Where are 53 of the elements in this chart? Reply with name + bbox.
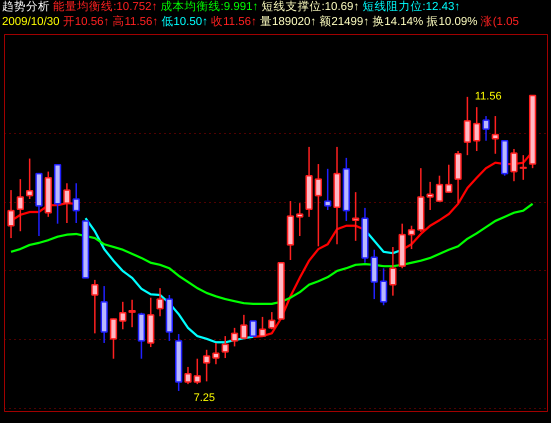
text: 低10.50↑ [161,16,208,28]
candlestick [63,182,71,224]
candlestick [258,316,266,337]
candlestick [314,163,322,248]
candlestick [380,267,388,306]
candlestick [408,224,416,250]
candlestick [250,320,257,337]
text: 换14.14% [372,16,424,28]
candlestick [473,106,480,152]
candlestick [7,189,15,239]
candlestick [482,115,490,142]
text: 短线阻力位:12.43↑ [362,1,460,13]
chart-title: 趋势分析 [2,1,50,13]
text: 开10.56↑ [62,16,110,28]
text: 成本均衡线:9.991↑ [160,1,258,13]
candlestick [352,191,360,242]
candlestick [426,181,434,211]
candlestick [202,349,210,382]
text: 涨(1.05 [480,16,519,28]
text: 量189020↑ [260,16,316,28]
candlestick [324,168,332,211]
candlestick [91,279,98,334]
candlestick [16,178,24,232]
candlestick [436,174,444,202]
candlestick [128,299,136,328]
candlestick [72,182,80,224]
annotation: 7.25 [194,392,215,404]
annotation: 11.56 [474,90,502,103]
text: 能量均衡线:10.752↑ [53,1,158,13]
candlestick [268,311,276,330]
text: 振10.09% [426,16,478,28]
candlestick [492,115,499,155]
candlestick [520,154,527,181]
text: 2009/10/30 [2,16,60,28]
candlestick [184,366,192,385]
candlestick [389,246,397,296]
candlestick [230,327,238,348]
candlestick [222,335,229,359]
candlestick [296,202,304,237]
text: 短线支撑位:10.69↑ [261,1,360,13]
candlestick [26,158,34,200]
text: 额21499↑ [319,16,370,28]
candlestick [119,301,126,330]
text: 高11.56↑ [112,16,158,28]
candlestick [194,358,201,385]
text: 收11.56↑ [211,16,257,28]
candlestick [240,314,248,339]
candlestick [156,287,164,317]
candlestick [212,342,220,365]
candlestick [510,148,518,182]
candlestick [464,96,472,156]
candlestick [445,164,452,194]
candlestick [110,318,118,360]
